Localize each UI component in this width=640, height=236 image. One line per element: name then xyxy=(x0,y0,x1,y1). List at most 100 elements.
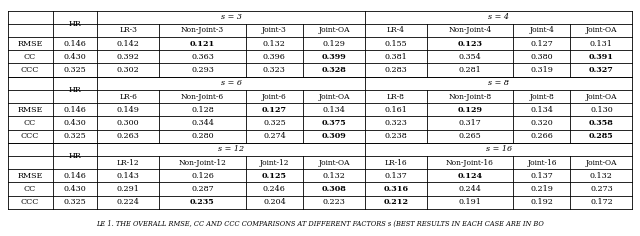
Text: 0.325: 0.325 xyxy=(63,132,86,140)
Text: 0.375: 0.375 xyxy=(321,119,346,127)
Text: s = 16: s = 16 xyxy=(486,145,511,153)
Text: s = 6: s = 6 xyxy=(221,79,241,87)
Text: 0.224: 0.224 xyxy=(117,198,140,206)
Text: 0.146: 0.146 xyxy=(63,172,86,180)
Text: 0.125: 0.125 xyxy=(262,172,287,180)
Text: 0.309: 0.309 xyxy=(321,132,346,140)
Text: 0.127: 0.127 xyxy=(531,40,553,48)
Text: 0.323: 0.323 xyxy=(263,66,286,74)
Text: 0.354: 0.354 xyxy=(459,53,481,61)
Text: 0.161: 0.161 xyxy=(385,106,407,114)
Text: 0.391: 0.391 xyxy=(589,53,614,61)
Text: CC: CC xyxy=(24,185,36,193)
Text: HR: HR xyxy=(68,20,81,28)
Text: Joint-3: Joint-3 xyxy=(262,26,287,34)
Text: 0.399: 0.399 xyxy=(321,53,346,61)
Text: s = 8: s = 8 xyxy=(488,79,509,87)
Text: RMSE: RMSE xyxy=(17,106,43,114)
Text: 0.287: 0.287 xyxy=(191,185,214,193)
Text: Non-Joint-16: Non-Joint-16 xyxy=(446,159,494,167)
Text: 0.132: 0.132 xyxy=(263,40,286,48)
Text: 0.134: 0.134 xyxy=(323,106,346,114)
Text: 0.325: 0.325 xyxy=(63,66,86,74)
Text: Non-Joint-4: Non-Joint-4 xyxy=(449,26,492,34)
Text: 0.358: 0.358 xyxy=(589,119,614,127)
Text: 0.319: 0.319 xyxy=(531,66,554,74)
Text: 0.142: 0.142 xyxy=(117,40,140,48)
Text: 0.128: 0.128 xyxy=(191,106,214,114)
Text: Joint-OA: Joint-OA xyxy=(586,26,617,34)
Text: 0.149: 0.149 xyxy=(117,106,140,114)
Text: Joint-16: Joint-16 xyxy=(527,159,557,167)
Text: 0.126: 0.126 xyxy=(191,172,214,180)
Text: 0.137: 0.137 xyxy=(531,172,553,180)
Text: Joint-OA: Joint-OA xyxy=(586,93,617,101)
Text: 0.127: 0.127 xyxy=(262,106,287,114)
Text: 0.121: 0.121 xyxy=(190,40,215,48)
Text: Non-Joint-8: Non-Joint-8 xyxy=(449,93,492,101)
Text: 0.291: 0.291 xyxy=(117,185,140,193)
Text: 0.302: 0.302 xyxy=(117,66,140,74)
Text: 0.204: 0.204 xyxy=(263,198,286,206)
Text: 0.327: 0.327 xyxy=(589,66,614,74)
Text: 0.328: 0.328 xyxy=(321,66,346,74)
Text: 0.325: 0.325 xyxy=(63,198,86,206)
Text: LR-8: LR-8 xyxy=(387,93,404,101)
Text: Non-Joint-12: Non-Joint-12 xyxy=(179,159,227,167)
Text: 0.323: 0.323 xyxy=(385,119,407,127)
Text: HR: HR xyxy=(68,86,81,94)
Text: CCC: CCC xyxy=(21,66,39,74)
Text: 0.273: 0.273 xyxy=(590,185,612,193)
Text: 0.143: 0.143 xyxy=(117,172,140,180)
Text: s = 4: s = 4 xyxy=(488,13,509,21)
Text: 0.344: 0.344 xyxy=(191,119,214,127)
Text: 0.246: 0.246 xyxy=(263,185,286,193)
Text: 0.129: 0.129 xyxy=(458,106,483,114)
Text: 0.146: 0.146 xyxy=(63,40,86,48)
Text: LR-4: LR-4 xyxy=(387,26,404,34)
Text: 0.308: 0.308 xyxy=(321,185,346,193)
Text: 0.363: 0.363 xyxy=(191,53,214,61)
Text: Non-Joint-6: Non-Joint-6 xyxy=(181,93,224,101)
Text: 0.191: 0.191 xyxy=(458,198,481,206)
Text: Joint-4: Joint-4 xyxy=(529,26,554,34)
Text: LE 1. THE OVERALL RMSE, CC AND CCC COMPARISONS AT DIFFERENT FACTORS s (BEST RESU: LE 1. THE OVERALL RMSE, CC AND CCC COMPA… xyxy=(96,220,544,228)
Text: Joint-OA: Joint-OA xyxy=(318,26,349,34)
Text: 0.130: 0.130 xyxy=(590,106,612,114)
Text: Joint-6: Joint-6 xyxy=(262,93,287,101)
Text: 0.274: 0.274 xyxy=(263,132,286,140)
Text: RMSE: RMSE xyxy=(17,172,43,180)
Text: Joint-OA: Joint-OA xyxy=(318,159,349,167)
Text: 0.300: 0.300 xyxy=(117,119,140,127)
Text: 0.263: 0.263 xyxy=(117,132,140,140)
Text: CCC: CCC xyxy=(21,132,39,140)
Text: CC: CC xyxy=(24,119,36,127)
Text: LR-16: LR-16 xyxy=(385,159,407,167)
Text: 0.132: 0.132 xyxy=(590,172,613,180)
Text: Joint-OA: Joint-OA xyxy=(586,159,617,167)
Text: 0.223: 0.223 xyxy=(323,198,346,206)
Text: 0.238: 0.238 xyxy=(385,132,407,140)
Text: 0.283: 0.283 xyxy=(385,66,407,74)
Text: 0.134: 0.134 xyxy=(531,106,554,114)
Text: 0.266: 0.266 xyxy=(531,132,554,140)
Text: 0.430: 0.430 xyxy=(63,185,86,193)
Text: 0.430: 0.430 xyxy=(63,53,86,61)
Text: 0.192: 0.192 xyxy=(531,198,554,206)
Text: 0.172: 0.172 xyxy=(590,198,612,206)
Text: s = 12: s = 12 xyxy=(218,145,244,153)
Text: 0.131: 0.131 xyxy=(590,40,613,48)
Text: CCC: CCC xyxy=(21,198,39,206)
Text: 0.137: 0.137 xyxy=(385,172,407,180)
Text: Joint-8: Joint-8 xyxy=(529,93,554,101)
Text: Non-Joint-3: Non-Joint-3 xyxy=(181,26,224,34)
Text: LR-12: LR-12 xyxy=(117,159,140,167)
Text: 0.235: 0.235 xyxy=(190,198,215,206)
Text: 0.280: 0.280 xyxy=(191,132,214,140)
Text: 0.123: 0.123 xyxy=(458,40,483,48)
Text: Joint-12: Joint-12 xyxy=(260,159,289,167)
Text: 0.316: 0.316 xyxy=(383,185,408,193)
Text: 0.325: 0.325 xyxy=(263,119,286,127)
Text: HR: HR xyxy=(68,152,81,160)
Text: RMSE: RMSE xyxy=(17,40,43,48)
